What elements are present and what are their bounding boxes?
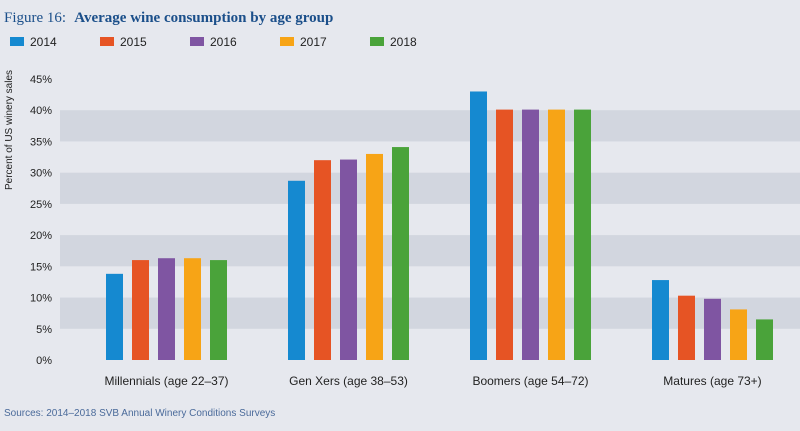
bar-2015-3 [678, 295, 695, 360]
bar-2017-0 [184, 258, 201, 360]
bar-2014-1 [288, 180, 305, 360]
bar-2018-0 [210, 260, 227, 360]
legend-swatch-2015 [100, 37, 114, 46]
chart-title: Figure 16: Average wine consumption by a… [4, 9, 333, 26]
legend-swatch-2017 [280, 37, 294, 46]
legend-label-2017: 2017 [300, 35, 327, 49]
grid-bands [60, 110, 800, 329]
y-tick-label: 40% [30, 105, 52, 117]
y-axis-ticks: 0% 5% 10% 15% 20% 25% 30% 35% 40% 45% [30, 74, 52, 367]
y-tick-label: 5% [36, 324, 52, 336]
legend-label-2014: 2014 [30, 35, 57, 49]
y-tick-label: 35% [30, 136, 52, 148]
grid-band [60, 235, 800, 267]
bar-2017-1 [366, 153, 383, 360]
legend-swatch-2014 [10, 37, 24, 46]
bar-2014-2 [470, 91, 487, 360]
legend-swatch-2018 [370, 37, 384, 46]
bar-2018-3 [756, 319, 773, 360]
legend-swatch-2016 [190, 37, 204, 46]
bar-2016-1 [340, 159, 357, 360]
y-tick-label: 20% [30, 230, 52, 242]
bar-2018-2 [574, 109, 591, 360]
y-tick-label: 45% [30, 74, 52, 86]
legend: 2014 2015 2016 2017 2018 [10, 35, 417, 49]
bar-2015-1 [314, 160, 331, 360]
grid-band [60, 172, 800, 204]
y-tick-label: 0% [36, 355, 52, 367]
bar-2016-2 [522, 109, 539, 360]
legend-label-2016: 2016 [210, 35, 237, 49]
bar-2018-1 [392, 147, 409, 360]
y-tick-label: 10% [30, 293, 52, 305]
chart-title-prefix: Figure 16: [4, 10, 66, 26]
chart-title-main: Average wine consumption by age group [74, 10, 333, 26]
bar-2015-0 [132, 260, 149, 360]
x-tick-label: Millennials (age 22–37) [104, 374, 228, 388]
legend-label-2018: 2018 [390, 35, 417, 49]
y-tick-label: 15% [30, 261, 52, 273]
source-note: Sources: 2014–2018 SVB Annual Winery Con… [4, 408, 275, 419]
grid-band [60, 297, 800, 329]
grid-band [60, 110, 800, 142]
bar-2014-3 [652, 280, 669, 360]
bar-2016-3 [704, 298, 721, 360]
legend-label-2015: 2015 [120, 35, 147, 49]
bar-2015-2 [496, 109, 513, 360]
bar-2017-2 [548, 109, 565, 360]
bar-2016-0 [158, 258, 175, 360]
y-axis-label: Percent of US winery sales [4, 70, 15, 190]
bar-2014-0 [106, 273, 123, 360]
bars [106, 91, 773, 360]
x-axis-labels: Millennials (age 22–37) Gen Xers (age 38–… [104, 374, 761, 388]
y-tick-label: 25% [30, 199, 52, 211]
y-tick-label: 30% [30, 168, 52, 180]
x-tick-label: Boomers (age 54–72) [472, 374, 588, 388]
bar-2017-3 [730, 309, 747, 360]
x-tick-label: Matures (age 73+) [663, 374, 761, 388]
x-tick-label: Gen Xers (age 38–53) [289, 374, 408, 388]
